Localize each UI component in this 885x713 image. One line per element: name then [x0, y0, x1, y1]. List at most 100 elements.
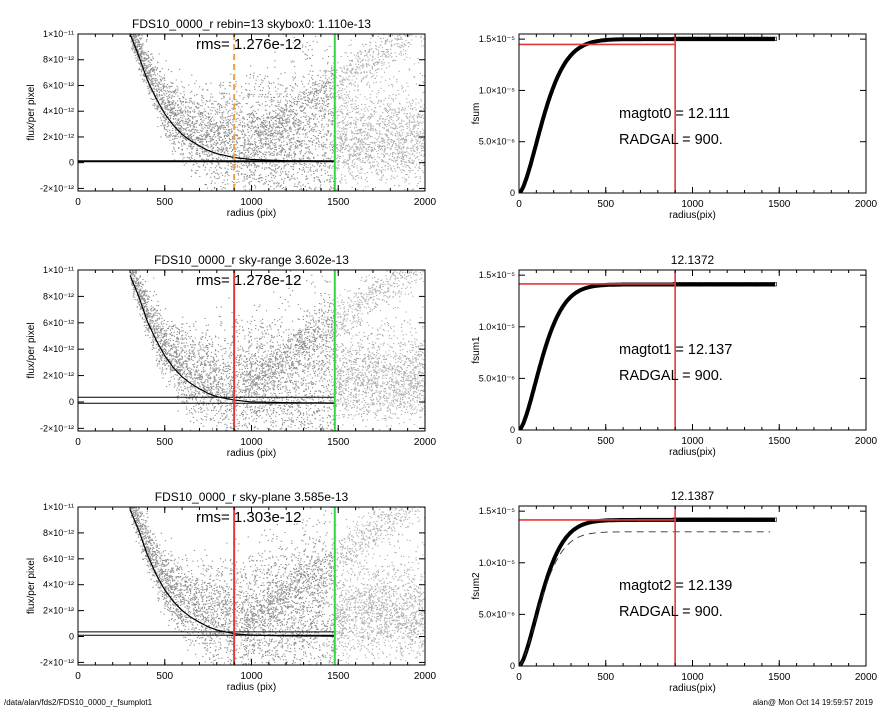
fsum-marker — [747, 36, 752, 41]
y-tick-label: 1×10⁻¹¹ — [43, 29, 74, 39]
fsum-marker — [729, 282, 734, 287]
fsum-marker — [722, 517, 727, 522]
profile-curve — [129, 509, 335, 637]
fsum-marker — [763, 36, 768, 41]
fsum-marker — [769, 36, 774, 41]
fsum-marker — [760, 282, 765, 287]
fsum-marker — [735, 282, 740, 287]
fsum-marker — [691, 36, 696, 41]
plot-area — [519, 506, 777, 666]
fsum-marker — [694, 517, 699, 522]
fsum-marker — [750, 36, 756, 41]
y-tick-label: 8×10⁻¹² — [43, 291, 74, 301]
fsum-marker — [704, 517, 709, 522]
y-tick-label: -2×10⁻¹² — [40, 183, 74, 193]
fsum-marker — [688, 282, 693, 287]
y-tick-label: 2×10⁻¹² — [43, 132, 74, 142]
x-axis-label: radius (pix) — [227, 682, 276, 693]
y-tick-label: 1.0×10⁻⁵ — [479, 85, 516, 95]
x-tick-label: 1000 — [240, 437, 263, 448]
y-tick-label: 6×10⁻¹² — [43, 80, 74, 90]
y-tick-label: 8×10⁻¹² — [43, 55, 74, 65]
fsum-marker — [691, 282, 696, 287]
fsum-marker — [757, 517, 762, 522]
x-axis-label: radius (pix) — [227, 208, 276, 219]
fsum-marker — [675, 517, 681, 522]
y-tick-label: 1×10⁻¹¹ — [43, 502, 74, 512]
panel-p4: magtot0 = 12.111 RADGAL = 900. 0 500 1000 150… — [471, 33, 878, 221]
fsum-marker — [679, 282, 684, 287]
plot-title: FDS10_0000_r sky-range 3.602e-13 — [154, 253, 349, 267]
x-axis-label: radius(pix) — [669, 447, 716, 458]
fsum-marker — [750, 517, 756, 522]
fsum-marker — [675, 36, 681, 41]
fsum-marker — [760, 36, 765, 41]
y-tick-label: 5.0×10⁻⁶ — [479, 137, 516, 147]
plot-title: FDS10_0000_r rebin=13 skybox0: 1.110e-13 — [132, 17, 371, 31]
x-tick-label: 0 — [75, 671, 81, 682]
magnitude-text: magtot0 = 12.111 — [619, 106, 730, 122]
plot-title: 12.1372 — [671, 253, 715, 267]
y-tick-label: -2×10⁻¹² — [40, 657, 74, 667]
y-tick-label: 0 — [69, 158, 74, 168]
fsum-marker — [719, 282, 724, 287]
fsum-marker — [719, 36, 724, 41]
y-tick-label: -2×10⁻¹² — [40, 423, 74, 433]
profile-curve — [129, 34, 335, 162]
fsum-marker — [729, 36, 734, 41]
fsum-marker — [741, 36, 746, 41]
y-tick-label: 0 — [69, 397, 74, 407]
y-tick-label: 1.5×10⁻⁵ — [479, 270, 516, 280]
fsum-marker — [757, 36, 762, 41]
y-tick-label: 6×10⁻¹² — [43, 318, 74, 328]
plot-area — [78, 270, 425, 431]
fsum-marker — [722, 282, 727, 287]
fsum-marker — [729, 517, 734, 522]
fsum-marker — [694, 36, 699, 41]
y-axis-label: flux/per pixel — [26, 84, 37, 140]
magnitude-text: magtot1 = 12.137 — [619, 342, 732, 358]
fsum-marker — [772, 282, 777, 287]
y-tick-label: 0 — [510, 425, 515, 435]
fsum-marker — [710, 36, 715, 41]
rms-annotation: rms= 1.303e-12 — [196, 509, 301, 526]
x-tick-label: 1000 — [681, 672, 704, 683]
y-tick-label: 0 — [510, 661, 515, 671]
footer-path: /data/alan/fds2/FDS10_0000_r_fsumplot1 — [4, 698, 153, 707]
x-tick-label: 500 — [156, 197, 173, 208]
y-tick-label: 5.0×10⁻⁶ — [479, 373, 516, 383]
y-tick-label: 1.5×10⁻⁵ — [479, 506, 516, 516]
fsum-marker — [679, 36, 684, 41]
fsum-marker — [741, 517, 746, 522]
fsum-marker — [675, 282, 681, 287]
fsum-marker — [747, 282, 752, 287]
fsum-marker — [682, 282, 687, 287]
y-axis-label: fsum1 — [471, 336, 482, 364]
plot-area — [519, 34, 777, 193]
x-tick-label: 1500 — [768, 672, 791, 683]
x-tick-label: 0 — [516, 199, 522, 210]
fsum-marker — [763, 517, 768, 522]
fsum-marker — [772, 517, 777, 522]
x-tick-label: 1500 — [768, 199, 791, 210]
x-tick-label: 500 — [597, 672, 614, 683]
y-tick-label: 1.0×10⁻⁵ — [479, 322, 516, 332]
panel-p5: magtot1 = 12.137 RADGAL = 900. 0 500 1000 150… — [471, 253, 878, 458]
rms-annotation: rms= 1.278e-12 — [196, 272, 301, 289]
magnitude-text: magtot2 = 12.139 — [619, 578, 732, 594]
rms-annotation: rms= 1.276e-12 — [196, 36, 301, 53]
fsum-marker — [704, 282, 709, 287]
fsum-marker — [688, 517, 693, 522]
fsum-marker — [744, 282, 749, 287]
fsum-marker — [750, 282, 756, 287]
fsum-marker — [722, 36, 727, 41]
y-tick-label: 1.0×10⁻⁵ — [479, 558, 516, 568]
x-tick-label: 2000 — [414, 671, 437, 682]
fsum-marker — [747, 517, 752, 522]
fsum-marker — [679, 517, 684, 522]
fsum-marker — [710, 282, 715, 287]
fsum-marker — [700, 282, 706, 287]
profile-curve — [129, 275, 335, 404]
fsum-marker — [716, 517, 721, 522]
